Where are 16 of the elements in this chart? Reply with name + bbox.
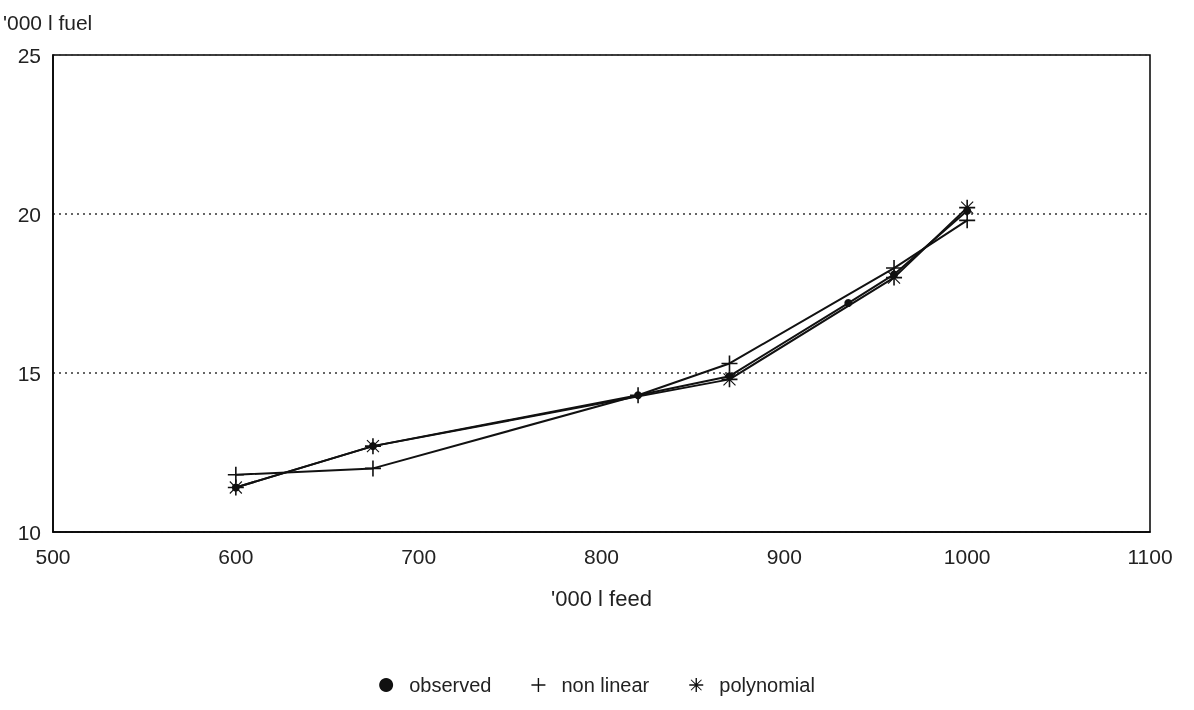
x-tick-label: 1100	[1127, 545, 1173, 568]
x-tick-label: 800	[583, 545, 620, 568]
y-tick-label: 15	[17, 361, 41, 385]
legend-label: non linear	[561, 674, 650, 696]
y-tick-label: 25	[17, 43, 41, 67]
x-tick-label: 1000	[943, 545, 991, 568]
x-tick-label: 500	[35, 545, 71, 568]
y-tick-label: 20	[17, 202, 41, 226]
legend-label: polynomial	[719, 674, 815, 696]
x-tick-label: 900	[766, 545, 802, 568]
x-tick-label: 700	[401, 545, 437, 568]
x-axis-title: '000 l feed	[551, 585, 652, 611]
x-tick-label: 600	[218, 545, 254, 568]
legend-label: observed	[409, 674, 492, 696]
y-axis-title: '000 l fuel	[3, 11, 93, 34]
y-tick-label: 10	[17, 520, 41, 544]
